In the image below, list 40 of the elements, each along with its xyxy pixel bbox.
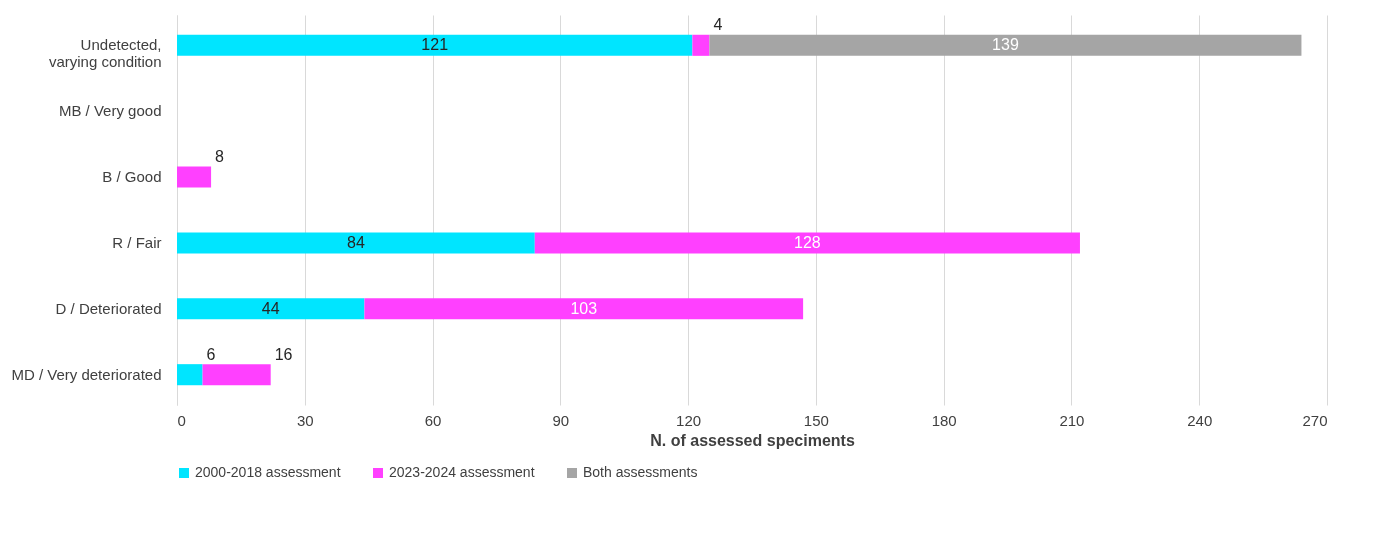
bar [177,364,203,386]
x-tick-label: 60 [424,411,442,429]
data-label: 121 [421,36,449,54]
data-label: 139 [992,36,1019,54]
legend-label: Both assessments [583,464,698,480]
y-tick-label: R / Fair [112,233,162,251]
legend-label: 2023-2024 assessment [389,464,535,480]
data-label: 8 [215,148,225,166]
data-label: 4 [713,16,723,34]
y-tick-label: Undetected, varying condition [48,36,162,71]
data-label: 44 [261,299,280,317]
data-label: 103 [570,299,598,317]
x-tick-label: 240 [1187,411,1213,429]
x-tick-label: 270 [1302,411,1328,429]
bar [177,298,365,320]
x-tick-label: 210 [1059,411,1085,429]
bar [177,232,535,254]
bar [709,34,1302,56]
data-label: 6 [206,345,216,363]
data-label: 16 [274,345,293,363]
y-tick-label: MB / Very good [58,102,162,120]
y-tick-label: MD / Very deteriorated [11,365,162,383]
x-tick-label: 150 [803,411,829,429]
x-tick-label: 90 [552,411,570,429]
data-label: 84 [346,233,365,251]
bar [534,232,1080,254]
bar [202,364,271,386]
x-axis-title: N. of assessed speciments [650,431,855,449]
data-label: 128 [794,233,821,251]
bar [177,166,212,188]
bar [364,298,804,320]
x-tick-label: 180 [931,411,957,429]
y-tick-label: B / Good [102,168,162,186]
x-tick-label: 30 [296,411,314,429]
x-tick-label: 120 [676,411,702,429]
x-tick-label: 0 [177,411,186,429]
legend-label: 2000-2018 assessment [195,464,341,480]
bar [177,34,693,56]
y-tick-label: D / Deteriorated [55,299,162,317]
bar [692,34,710,56]
